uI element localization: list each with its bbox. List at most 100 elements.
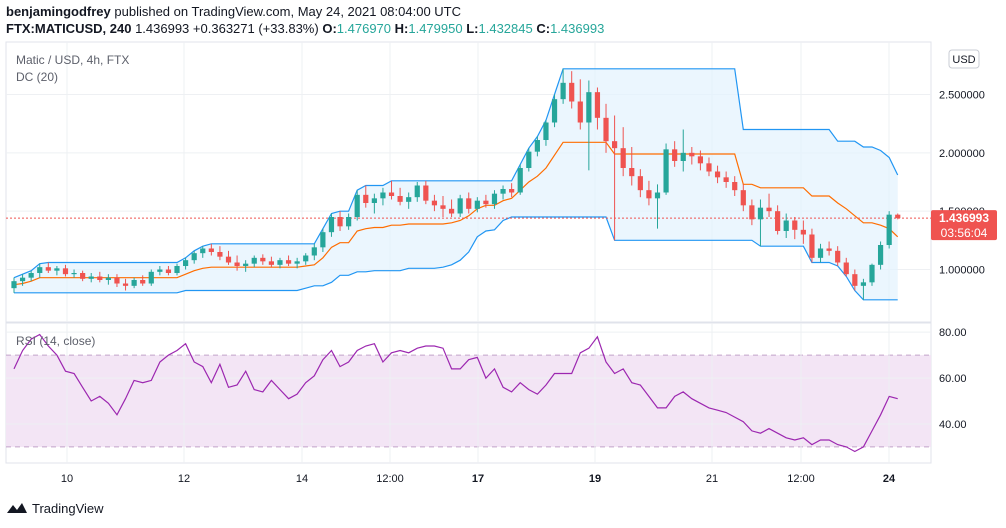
candle <box>757 199 764 247</box>
candle-body <box>637 176 643 191</box>
candle-body <box>448 208 455 214</box>
candle <box>457 194 463 217</box>
candle-body <box>569 82 575 102</box>
candle <box>637 169 643 198</box>
time-tick-label: 12:00 <box>787 473 815 485</box>
candle <box>534 136 540 157</box>
time-axis[interactable]: 10 12 14 12:00 17 19 21 12:00 24 <box>61 473 896 485</box>
candle <box>663 143 669 195</box>
candle-body <box>380 192 386 199</box>
candle-body <box>706 163 712 172</box>
candle-body <box>843 262 849 275</box>
candle-body <box>491 193 498 205</box>
candle <box>783 213 789 238</box>
last-price: 1.436993 <box>135 21 190 36</box>
candle <box>706 157 712 177</box>
candle <box>869 263 875 286</box>
candle-body <box>183 260 189 266</box>
candle <box>354 190 360 221</box>
candle <box>852 269 858 291</box>
low-value: 1.432845 <box>478 21 533 36</box>
candle-body <box>646 190 652 199</box>
candle <box>517 164 523 195</box>
candle <box>54 266 60 276</box>
price-change: +0.363271 (+33.83%) <box>192 21 319 36</box>
candle <box>71 269 77 278</box>
main-legend-title[interactable]: Matic / USD, 4h, FTX <box>16 53 129 67</box>
candle <box>277 257 283 269</box>
candle <box>431 194 438 212</box>
candle <box>629 147 635 186</box>
candle-body <box>114 277 120 284</box>
candle-body <box>500 189 506 194</box>
candle <box>140 275 146 286</box>
candle-body <box>680 152 686 161</box>
candle <box>509 183 515 198</box>
author-name[interactable]: benjamingodfrey <box>6 4 111 19</box>
candle <box>569 71 575 109</box>
candle-body <box>517 168 523 193</box>
candle-body <box>200 248 206 254</box>
candle-body <box>551 99 558 123</box>
candle <box>234 255 240 271</box>
time-tick-label: 17 <box>472 473 484 485</box>
candle-body <box>37 267 43 273</box>
candle <box>406 192 412 209</box>
indicator-legend[interactable]: DC (20) <box>16 70 58 84</box>
candle-body <box>603 117 609 142</box>
candle-body <box>122 283 129 286</box>
high-label: H: <box>394 21 409 36</box>
candle <box>225 250 232 265</box>
candle <box>466 192 472 214</box>
tradingview-logo[interactable]: TradingView <box>6 500 104 516</box>
rsi-axis[interactable]: 40.00 60.00 80.00 <box>939 327 967 431</box>
candle <box>311 243 317 261</box>
price-tick-label: 1.000000 <box>939 265 985 277</box>
candle <box>183 257 189 270</box>
time-tick-label: 24 <box>883 473 896 485</box>
donchian-basis-line <box>13 141 899 286</box>
candle <box>388 180 395 200</box>
candle <box>371 193 377 214</box>
candle-body <box>363 194 369 203</box>
price-tick-label: 2.500000 <box>939 90 985 102</box>
candle-body <box>757 207 764 220</box>
candle-body <box>817 248 824 258</box>
candle <box>285 255 292 266</box>
candle-body <box>268 261 274 265</box>
rsi-tick-label: 40.00 <box>939 419 967 431</box>
candle <box>817 243 824 263</box>
candle-body <box>148 271 154 284</box>
candle <box>732 176 738 196</box>
candle-body <box>105 277 111 280</box>
candle-body <box>620 148 626 168</box>
candle <box>174 263 180 276</box>
candle <box>474 197 480 213</box>
tradingview-brand: TradingView <box>32 500 104 516</box>
rsi-legend-title[interactable]: RSI (14, close) <box>16 334 95 348</box>
candle-body <box>217 252 223 257</box>
candle <box>19 274 26 286</box>
rsi-grid <box>6 323 931 463</box>
candle-body <box>97 276 103 280</box>
currency-button[interactable]: USD <box>948 49 980 69</box>
candle-body <box>714 171 721 178</box>
time-tick-label: 14 <box>296 473 308 485</box>
candle-body <box>440 205 446 209</box>
candle-body <box>543 122 549 140</box>
candle <box>551 94 558 128</box>
candle-body <box>431 200 438 206</box>
rsi-line <box>13 333 898 453</box>
candle-body <box>71 273 77 275</box>
candle-body <box>672 149 678 161</box>
candle <box>80 270 86 282</box>
candle <box>714 165 721 184</box>
candle <box>620 127 626 177</box>
time-tick-label: 19 <box>589 473 601 485</box>
candle-body <box>869 264 875 283</box>
candle-body <box>346 217 352 227</box>
candle-body <box>483 200 489 205</box>
candle <box>483 194 489 208</box>
